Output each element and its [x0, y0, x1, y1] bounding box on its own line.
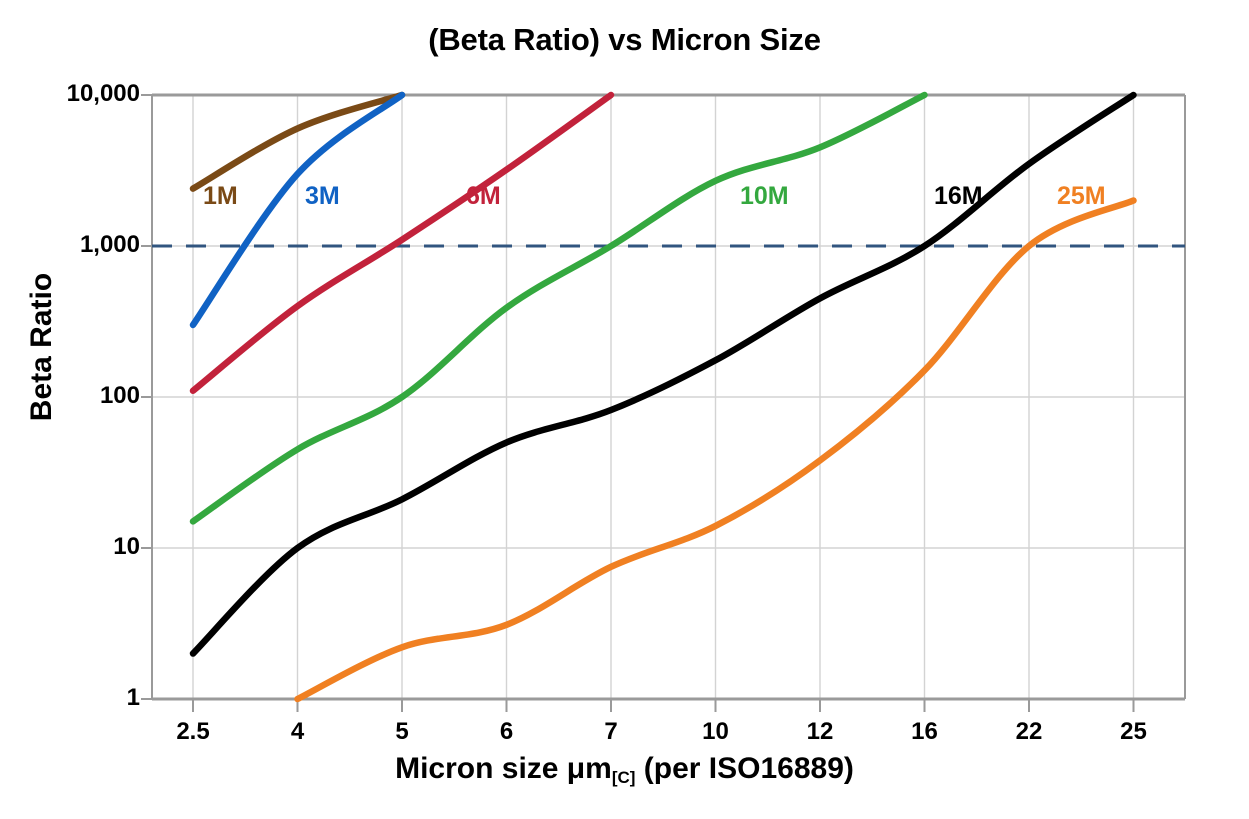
- series-label-3M: 3M: [305, 182, 340, 210]
- x-tick-label: 12: [806, 718, 834, 745]
- x-tick-label: 2.5: [176, 718, 210, 745]
- y-tick-label: 1: [126, 684, 140, 711]
- x-tick-label: 4: [290, 718, 305, 745]
- x-axis-title: Micron size μm[C] (per ISO16889): [0, 752, 1249, 788]
- series-line-16M: [189, 91, 1137, 657]
- series-label-6M: 6M: [466, 182, 501, 210]
- series-line-25M: [294, 197, 1137, 703]
- series-label-1M: 1M: [203, 182, 238, 210]
- x-tick-label: 6: [499, 718, 514, 745]
- chart-title: (Beta Ratio) vs Micron Size: [428, 22, 821, 57]
- series-line-1M: [189, 91, 406, 192]
- series-label-10M: 10M: [740, 182, 789, 210]
- tick-marks: [141, 94, 1135, 712]
- x-tick-label: 16: [911, 718, 938, 745]
- y-tick-label: 100: [99, 382, 140, 409]
- x-tick-label: 5: [395, 718, 409, 745]
- x-tick-label: 7: [604, 718, 618, 745]
- series-line-6M: [189, 91, 615, 394]
- y-tick-label: 10: [113, 533, 140, 560]
- series-label-25M: 25M: [1057, 182, 1106, 210]
- x-tick-label: 25: [1120, 718, 1147, 745]
- y-tick-label: 10,000: [66, 80, 140, 107]
- x-axis-title-subscript: [C]: [611, 768, 636, 787]
- series-label-16M: 16M: [934, 182, 983, 210]
- x-tick-label: 22: [1015, 718, 1043, 745]
- y-tick-label: 1,000: [79, 231, 140, 258]
- series-line-10M: [189, 91, 928, 525]
- series-lines: [189, 91, 1137, 703]
- x-axis-title-main: Micron size μm: [395, 752, 612, 785]
- x-axis-title-tail: (per ISO16889): [635, 752, 854, 785]
- x-tick-label: 10: [702, 718, 729, 745]
- series-line-3M: [189, 91, 406, 329]
